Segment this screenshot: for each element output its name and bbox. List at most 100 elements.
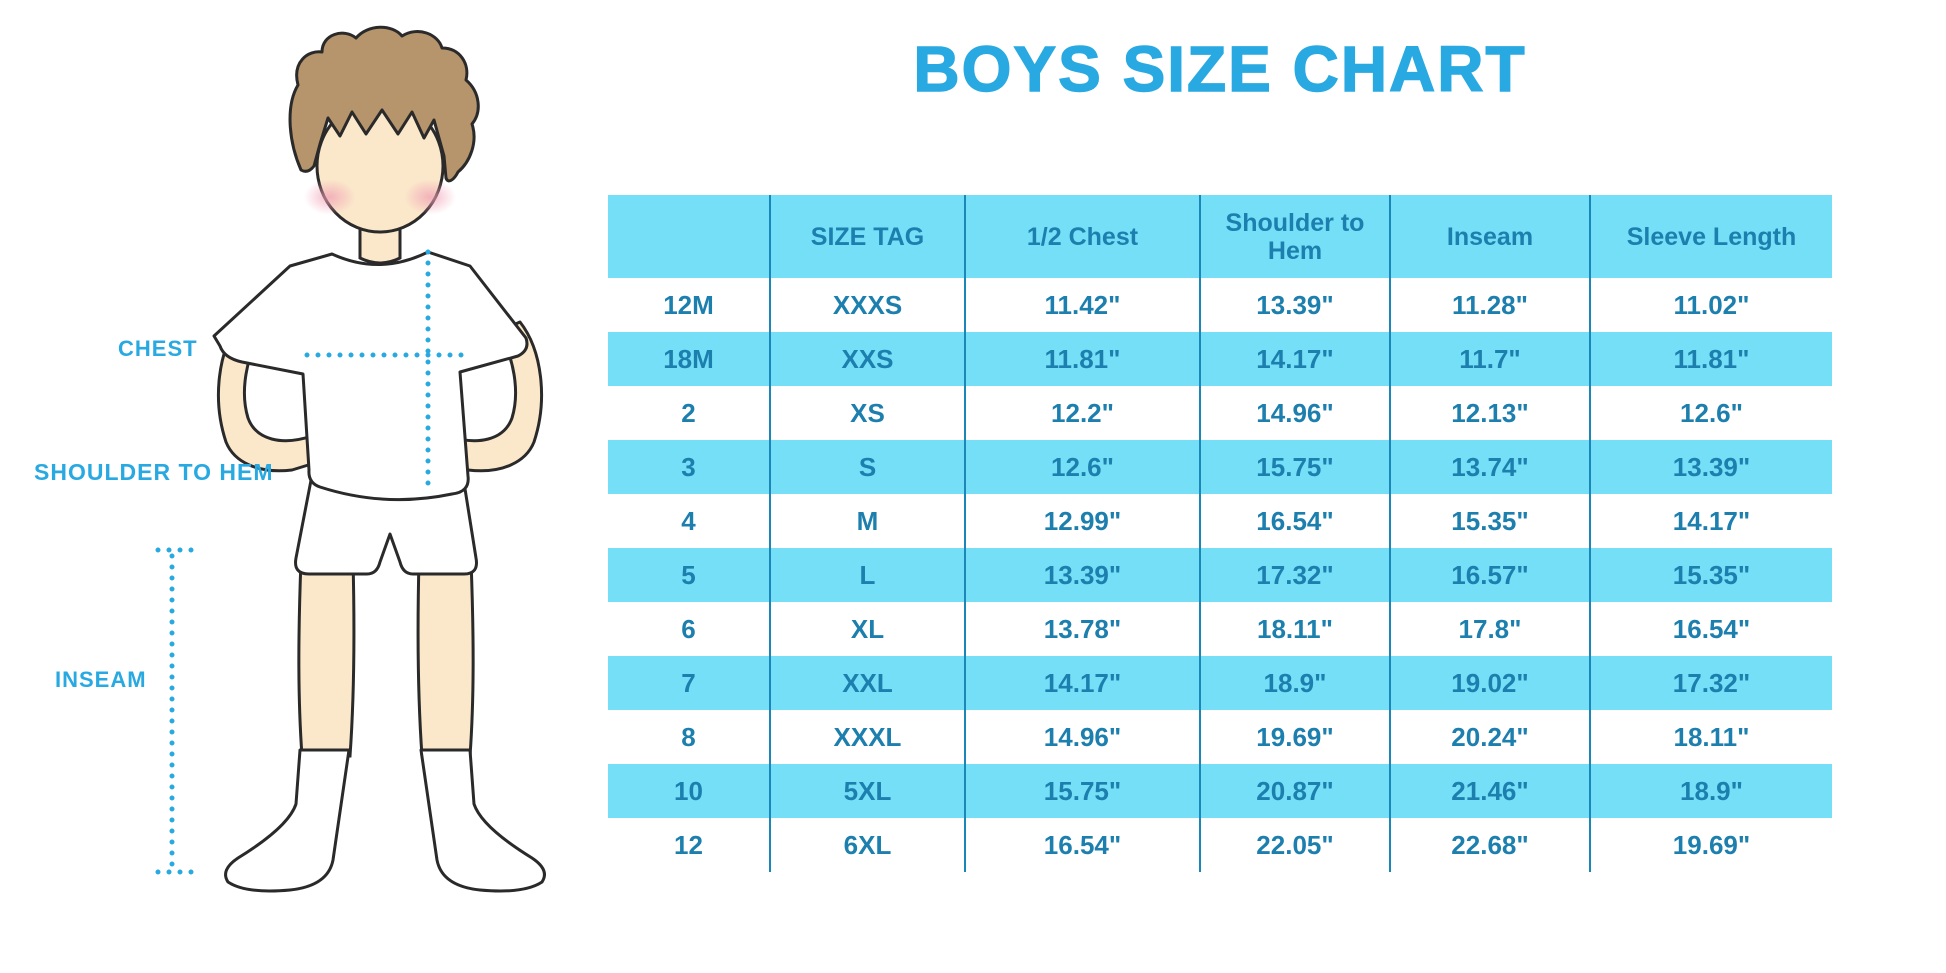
table-cell: 16.57" <box>1389 548 1590 602</box>
table-cell: 11.81" <box>1589 332 1832 386</box>
table-cell: 5XL <box>769 764 965 818</box>
table-row: 3 S 12.6" 15.75" 13.74" 13.39" <box>608 440 1832 494</box>
header-cell-shoulder-to-hem: Shoulder to Hem <box>1199 195 1390 278</box>
table-cell: 17.32" <box>1589 656 1832 710</box>
table-cell: 12.6" <box>1589 386 1832 440</box>
table-cell: 14.96" <box>1199 386 1390 440</box>
table-cell: 22.05" <box>1199 818 1390 872</box>
inseam-label: INSEAM <box>55 667 147 692</box>
table-cell: 12.2" <box>964 386 1200 440</box>
table-cell: XS <box>769 386 965 440</box>
table-cell: 10 <box>608 764 770 818</box>
table-cell: XXL <box>769 656 965 710</box>
table-row: 7 XXL 14.17" 18.9" 19.02" 17.32" <box>608 656 1832 710</box>
table-cell: 13.39" <box>1589 440 1832 494</box>
table-cell: 13.78" <box>964 602 1200 656</box>
table-row: 5 L 13.39" 17.32" 16.57" 15.35" <box>608 548 1832 602</box>
header-cell-size-tag: SIZE TAG <box>769 195 965 278</box>
table-row: 10 5XL 15.75" 20.87" 21.46" 18.9" <box>608 764 1832 818</box>
table-cell: 17.32" <box>1199 548 1390 602</box>
table-cell: 21.46" <box>1389 764 1590 818</box>
table-header: SIZE TAG 1/2 Chest Shoulder to Hem Insea… <box>608 195 1832 278</box>
table-cell: 12.6" <box>964 440 1200 494</box>
table-cell: 11.42" <box>964 278 1200 332</box>
table-cell: S <box>769 440 965 494</box>
table-cell: 14.17" <box>964 656 1200 710</box>
table-cell: XXS <box>769 332 965 386</box>
table-cell: 3 <box>608 440 770 494</box>
table-cell: 12M <box>663 289 714 320</box>
table-cell: 19.69" <box>1589 818 1832 872</box>
table-cell: 18.9" <box>1589 764 1832 818</box>
right-sock-shape <box>419 748 546 893</box>
table-cell: 14.17" <box>1199 332 1390 386</box>
table-row: 12 6XL 16.54" 22.05" 22.68" 19.69" <box>608 818 1832 872</box>
table-cell: 22.68" <box>1389 818 1590 872</box>
boy-illustration <box>155 25 546 893</box>
table-row: 4 M 12.99" 16.54" 15.35" 14.17" <box>608 494 1832 548</box>
table-cell: 16.54" <box>964 818 1200 872</box>
table-row: 8 XXXL 14.96" 19.69" 20.24" 18.11" <box>608 710 1832 764</box>
table-cell: 16.54" <box>1589 602 1832 656</box>
table-cell: 11.7" <box>1389 332 1590 386</box>
blush-left <box>304 179 356 215</box>
table-cell: 12.13" <box>1389 386 1590 440</box>
table-cell: 13.39" <box>964 548 1200 602</box>
table-cell: XL <box>769 602 965 656</box>
table-cell: 18.9" <box>1199 656 1390 710</box>
left-leg-shape <box>297 558 356 758</box>
table-cell: 4 <box>681 505 696 536</box>
left-sock-shape <box>224 748 351 893</box>
right-leg-shape <box>416 558 475 758</box>
table-cell: 11.02" <box>1589 278 1832 332</box>
chest-label: CHEST <box>118 336 198 361</box>
header-cell-sleeve-length: Sleeve Length <box>1589 195 1832 278</box>
blush-right <box>404 179 456 215</box>
table-cell: L <box>769 548 965 602</box>
table-cell: 20.24" <box>1389 710 1590 764</box>
table-row: 2 XS 12.2" 14.96" 12.13" 12.6" <box>608 386 1832 440</box>
header-cell-inseam: Inseam <box>1389 195 1590 278</box>
header-cell-half-chest: 1/2 Chest <box>964 195 1200 278</box>
table-row: 18M XXS 11.81" 14.17" 11.7" 11.81" <box>608 332 1832 386</box>
table-cell: XXXS <box>769 278 965 332</box>
table-cell: 18.11" <box>1199 602 1390 656</box>
table-cell: 5 <box>608 548 770 602</box>
table-cell: 19.02" <box>1389 656 1590 710</box>
table-cell: 11.81" <box>964 332 1200 386</box>
table-cell: 14.96" <box>964 710 1200 764</box>
table-cell: XXXL <box>769 710 965 764</box>
table-cell: 20.87" <box>1199 764 1390 818</box>
table-cell: 2 <box>681 397 696 428</box>
table-cell: 6 <box>681 613 696 644</box>
table-cell: 12 <box>674 829 703 860</box>
table-cell: 17.8" <box>1389 602 1590 656</box>
table-cell: 7 <box>608 656 770 710</box>
table-cell: 15.35" <box>1389 494 1590 548</box>
header-row: SIZE TAG 1/2 Chest Shoulder to Hem Insea… <box>608 195 1832 278</box>
page-title: BOYS SIZE CHART <box>913 32 1527 105</box>
table-cell: 18.11" <box>1589 710 1832 764</box>
table-cell: M <box>769 494 965 548</box>
header-cell-blank <box>608 195 770 278</box>
size-chart-table: SIZE TAG 1/2 Chest Shoulder to Hem Insea… <box>608 195 1832 872</box>
table-cell: 18M <box>608 332 770 386</box>
table-cell: 13.74" <box>1389 440 1590 494</box>
table-cell: 8 <box>681 721 696 752</box>
table-cell: 15.35" <box>1589 548 1832 602</box>
hair-shape <box>288 25 480 183</box>
table-cell: 6XL <box>769 818 965 872</box>
table-cell: 19.69" <box>1199 710 1390 764</box>
table-cell: 15.75" <box>1199 440 1390 494</box>
table-cell: 14.17" <box>1589 494 1832 548</box>
table-cell: 16.54" <box>1199 494 1390 548</box>
shoulder-to-hem-label: SHOULDER TO HEM <box>34 459 274 485</box>
table-cell: 11.28" <box>1389 278 1590 332</box>
table-row: 6 XL 13.78" 18.11" 17.8" 16.54" <box>608 602 1832 656</box>
table-body: 12M XXXS 11.42" 13.39" 11.28" 11.02" 18M XXS 11.… <box>608 278 1832 872</box>
table-cell: 13.39" <box>1199 278 1390 332</box>
table-cell: 15.75" <box>964 764 1200 818</box>
table-row: 12M XXXS 11.42" 13.39" 11.28" 11.02" <box>608 278 1832 332</box>
table-cell: 12.99" <box>964 494 1200 548</box>
